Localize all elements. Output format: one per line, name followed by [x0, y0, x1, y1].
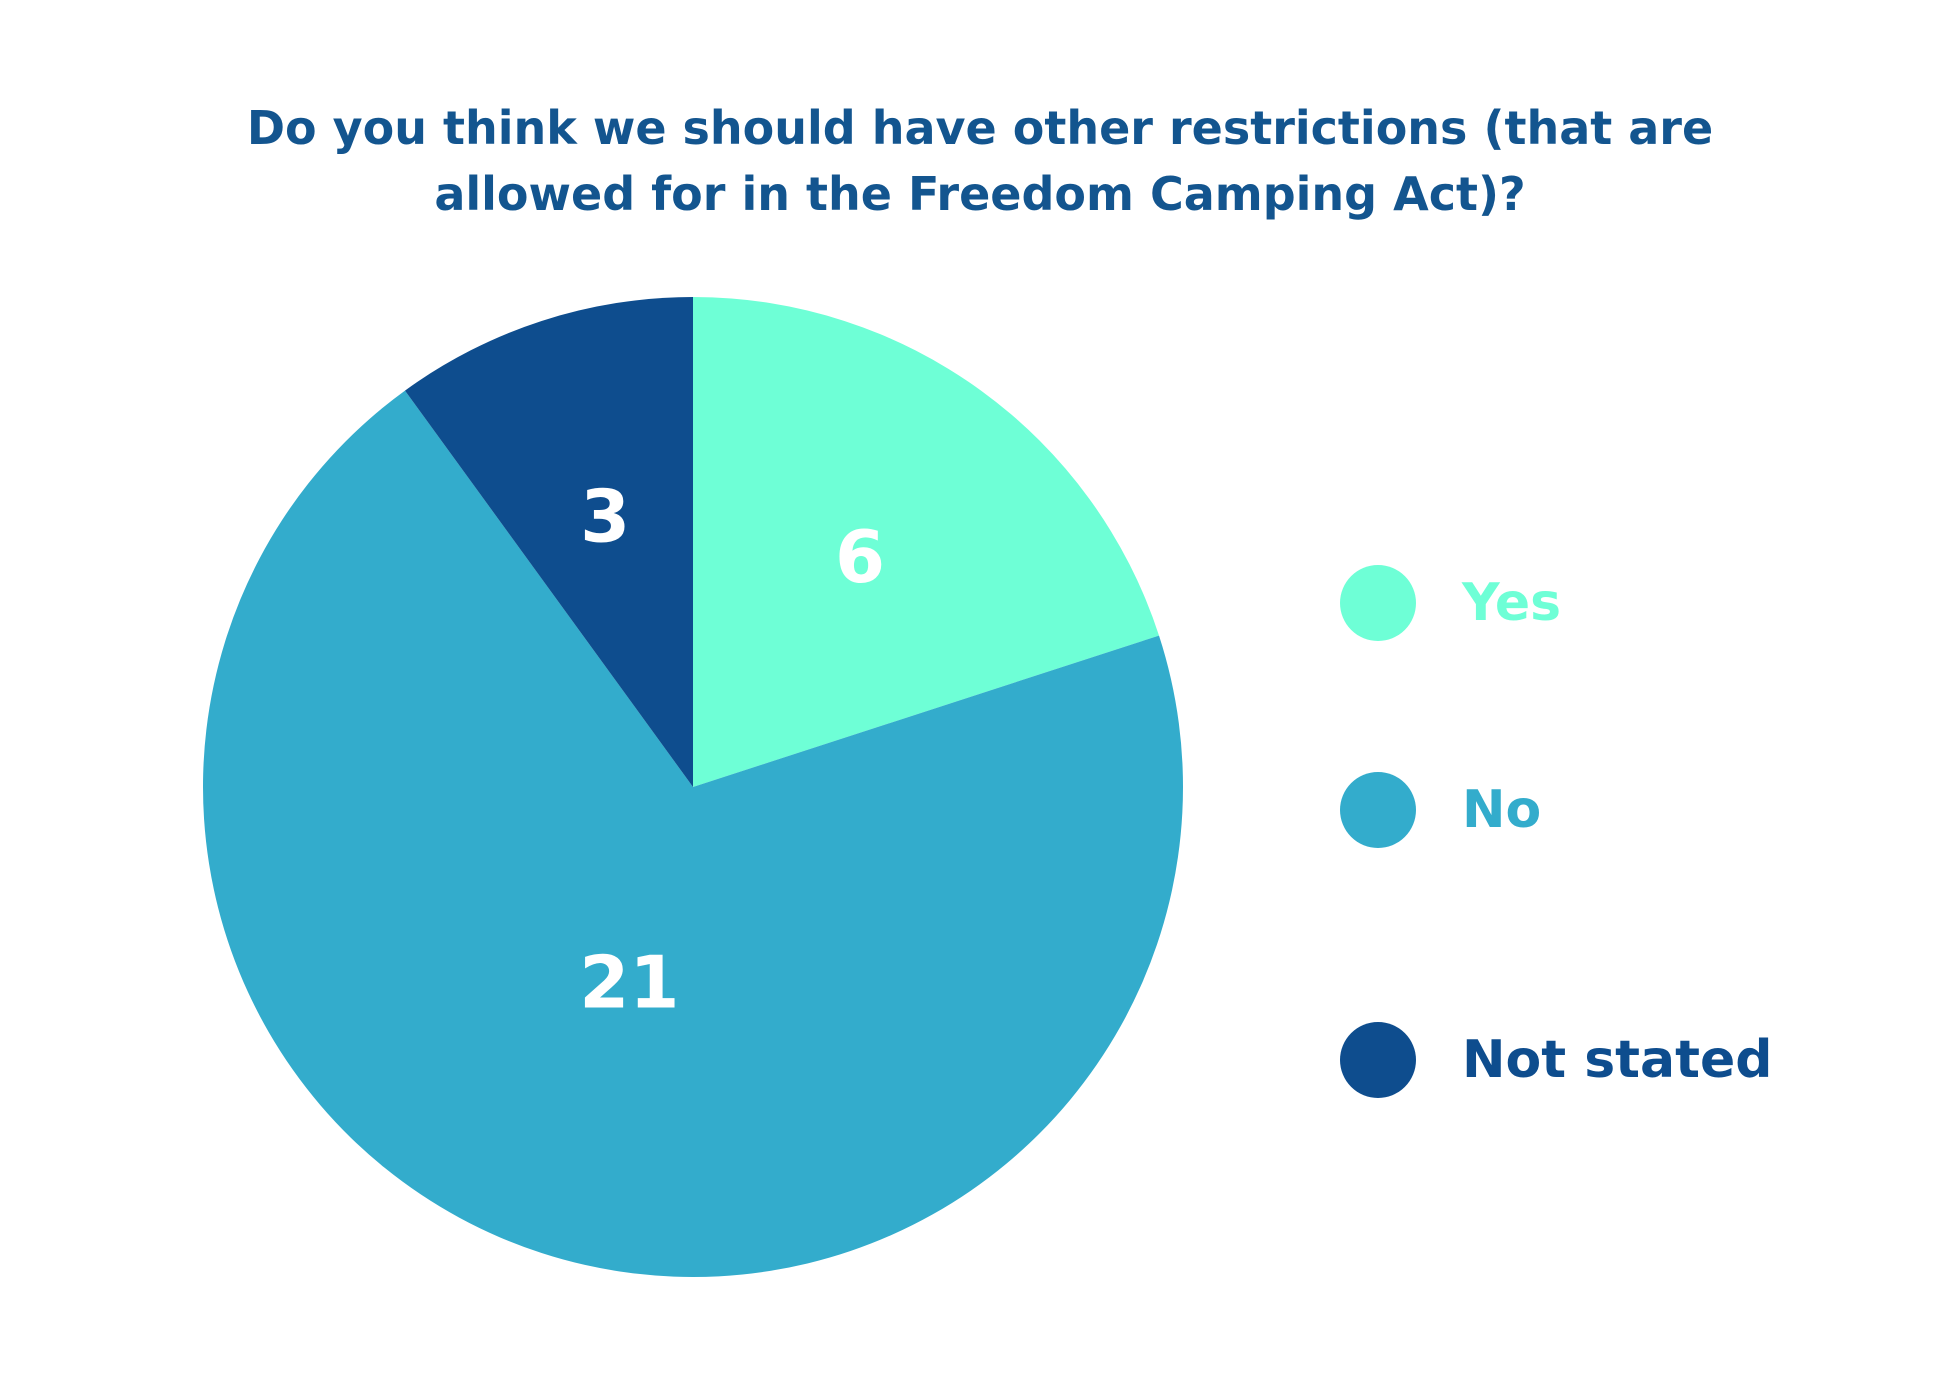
pie-slice-label-no: 21 — [579, 941, 679, 1025]
pie-slice-not-stated[interactable] — [404, 297, 693, 787]
pie-slice-no[interactable] — [202, 390, 1184, 1277]
legend-label-yes: Yes — [1462, 573, 1562, 633]
legend-swatch-yes — [1340, 565, 1416, 641]
legend-item-no[interactable]: No — [1340, 770, 1541, 850]
legend-label-no: No — [1462, 780, 1542, 840]
pie-slice-labels: 6 21 3 — [579, 475, 885, 1025]
pie-slice-yes[interactable] — [693, 297, 1160, 787]
legend-swatch-not-stated — [1340, 1022, 1416, 1098]
pie-slice-label-yes: 6 — [835, 515, 885, 599]
pie-slices — [202, 297, 1184, 1277]
legend-item-not-stated[interactable]: Not stated — [1340, 1020, 1772, 1100]
pie-slice-label-not-stated: 3 — [580, 475, 630, 559]
legend-item-yes[interactable]: Yes — [1340, 563, 1561, 643]
legend-swatch-no — [1340, 772, 1416, 848]
legend-label-not-stated: Not stated — [1462, 1030, 1773, 1090]
chart-title: Do you think we should have other restri… — [246, 101, 1714, 221]
